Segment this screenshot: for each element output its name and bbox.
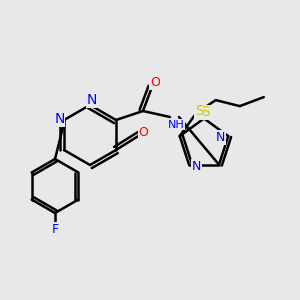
Text: N: N [192,160,201,172]
Text: N: N [54,112,65,126]
Text: S: S [201,106,210,119]
Text: NH: NH [168,119,184,130]
Text: O: O [150,76,160,89]
Text: N: N [216,131,225,144]
Text: S: S [195,103,204,118]
Text: F: F [52,223,58,236]
Text: N: N [86,94,97,107]
Text: O: O [139,125,148,139]
